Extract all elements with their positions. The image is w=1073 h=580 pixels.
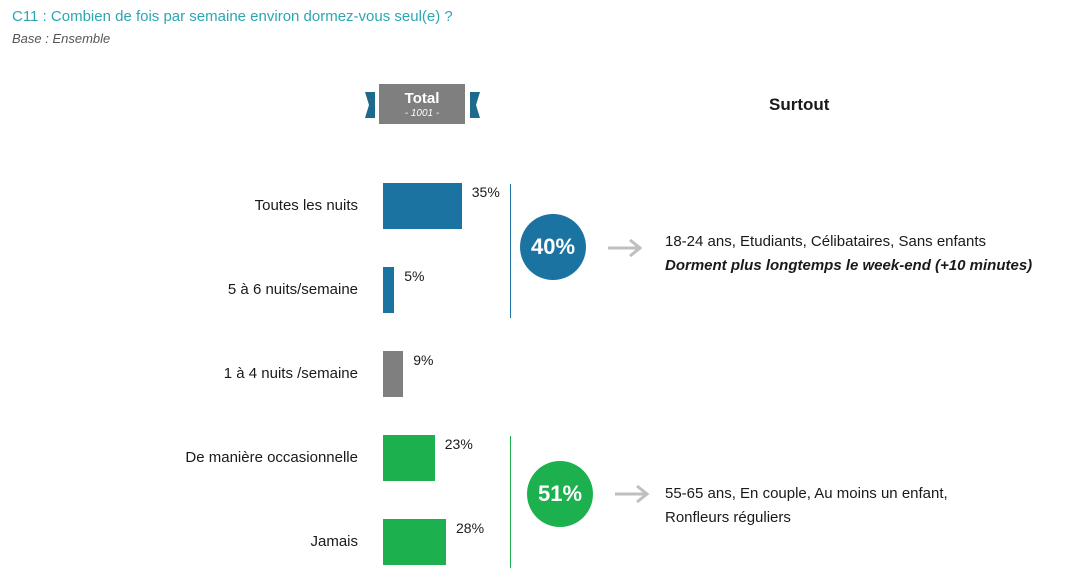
- category-label: De manière occasionnelle: [185, 449, 358, 466]
- bar: [383, 351, 404, 397]
- group-total-bubble: 40%: [520, 214, 586, 280]
- value-label: 9%: [413, 352, 434, 368]
- category-label: Jamais: [310, 533, 358, 550]
- arrow-right-icon: [608, 238, 643, 258]
- category-label: 1 à 4 nuits /semaine: [223, 365, 358, 382]
- group-detail-line2: Ronfleurs réguliers: [665, 509, 791, 526]
- value-label: 35%: [471, 184, 500, 200]
- category-label: Toutes les nuits: [254, 197, 358, 214]
- group-total-bubble: 51%: [527, 461, 593, 527]
- group-detail-line1: 55-65 ans, En couple, Au moins un enfant…: [665, 485, 948, 502]
- total-banner: Total - 1001 -: [365, 84, 480, 124]
- category-label: 5 à 6 nuits/semaine: [227, 281, 358, 298]
- total-base-count: - 1001 -: [404, 108, 440, 119]
- bar: [383, 435, 435, 481]
- total-title: Total: [404, 90, 440, 107]
- ribbon-left-shape: [365, 92, 375, 118]
- surtout-heading: Surtout: [769, 95, 830, 114]
- group-detail: 55-65 ans, En couple, Au moins un enfant…: [665, 482, 948, 530]
- value-label: 23%: [444, 436, 473, 452]
- group-bracket-line: [510, 184, 511, 318]
- question-title: C11 : Combien de fois par semaine enviro…: [12, 8, 453, 25]
- base-subtitle: Base : Ensemble: [12, 31, 111, 46]
- group-bracket-line: [510, 436, 511, 568]
- group-detail: 18-24 ans, Etudiants, Célibataires, Sans…: [665, 230, 1032, 278]
- group-detail-line2: Dorment plus longtemps le week-end (+10 …: [665, 257, 1033, 274]
- arrow-right-icon: [615, 484, 650, 504]
- bar: [383, 183, 462, 229]
- value-label: 28%: [456, 520, 485, 536]
- total-box: Total - 1001 -: [379, 84, 465, 124]
- group-detail-line1: 18-24 ans, Etudiants, Célibataires, Sans…: [665, 233, 987, 250]
- value-label: 5%: [404, 268, 425, 284]
- ribbon-right-shape: [470, 92, 480, 118]
- bar: [383, 267, 395, 313]
- bar: [383, 519, 446, 565]
